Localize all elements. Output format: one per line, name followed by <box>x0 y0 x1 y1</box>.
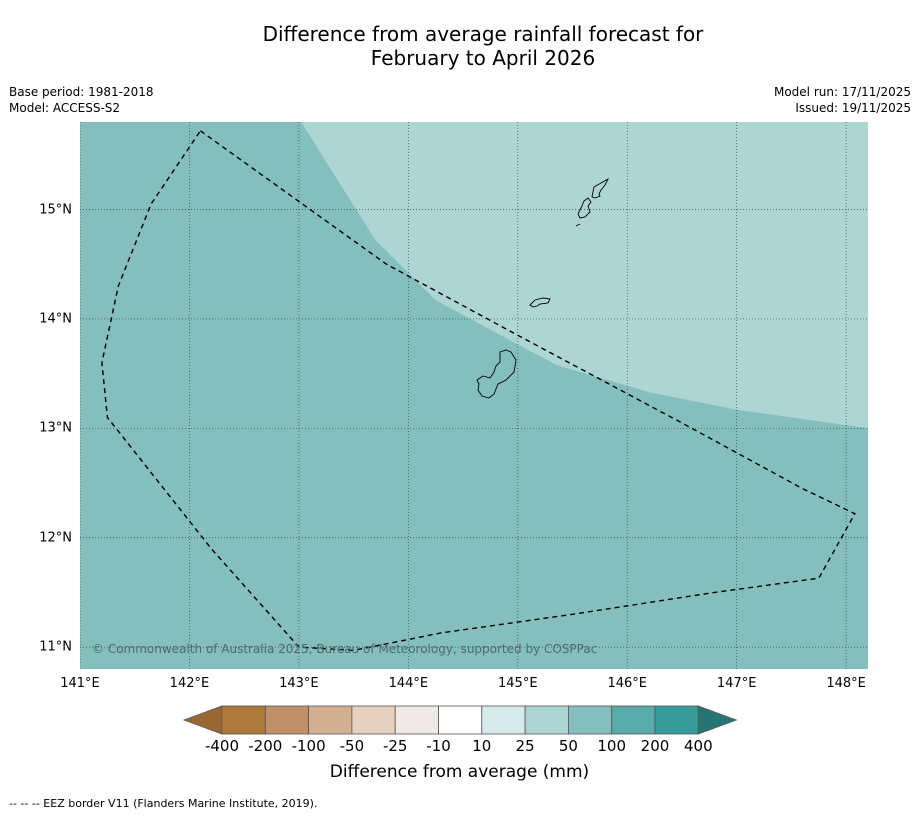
colorbar-segment-4 <box>351 705 396 735</box>
lon-label-0: 141°E <box>60 676 100 691</box>
colorbar-tick-label-9: 100 <box>597 737 627 755</box>
chart-title: Difference from average rainfall forecas… <box>0 22 919 70</box>
colorbar-tick-label-0: -400 <box>204 737 240 755</box>
eez-legend-note: -- -- -- EEZ border V11 (Flanders Marine… <box>9 797 318 810</box>
colorbar-tick-label-6: 10 <box>472 737 492 755</box>
islands <box>476 177 610 399</box>
island-tinian <box>577 197 592 219</box>
lon-label-2: 143°E <box>279 676 319 691</box>
colorbar-segment-6 <box>438 705 483 735</box>
colorbar-segment-11 <box>654 705 699 735</box>
island-guam <box>476 349 517 399</box>
base-period: Base period: 1981-2018 <box>9 85 154 99</box>
lat-label-2: 13°N <box>39 420 72 436</box>
colorbar-tick-label-8: 50 <box>558 737 578 755</box>
title-line-2: February to April 2026 <box>370 46 596 70</box>
island-rota <box>529 297 551 308</box>
lon-label-7: 148°E <box>826 676 866 691</box>
eez-border <box>101 130 856 652</box>
colorbar-tick-label-1: -200 <box>248 737 283 755</box>
model-run: Model run: 17/11/2025 <box>773 85 911 99</box>
colorbar-segment-7 <box>481 705 526 735</box>
lon-label-6: 147°E <box>716 676 757 691</box>
lon-label-3: 144°E <box>388 676 429 691</box>
colorbar-tick-label-7: 25 <box>515 737 535 755</box>
lat-label-0: 15°N <box>39 202 72 218</box>
colorbar-title: Difference from average (mm) <box>329 762 590 782</box>
lat-label-4: 11°N <box>39 639 72 655</box>
colorbar-tick-label-10: 200 <box>640 737 670 755</box>
meta-right: Model run: 17/11/2025 Issued: 19/11/2025 <box>774 84 911 116</box>
colorbar-segment-8 <box>524 705 569 735</box>
model-name: Model: ACCESS-S2 <box>9 101 121 115</box>
colorbar-tick-label-2: -100 <box>291 737 326 755</box>
issued-date: Issued: 19/11/2025 <box>795 101 911 115</box>
copyright-notice: © Commonwealth of Australia 2025, Bureau… <box>92 642 598 656</box>
colorbar-segment-2 <box>264 705 309 735</box>
lon-label-1: 142°E <box>169 676 210 691</box>
map-panel <box>80 122 868 669</box>
gridlines <box>80 122 868 669</box>
colorbar-segment-10 <box>611 705 656 735</box>
lat-label-3: 12°N <box>39 530 72 546</box>
colorbar-tick-label-4: -25 <box>382 737 408 755</box>
title-line-1: Difference from average rainfall forecas… <box>262 22 704 46</box>
lon-label-4: 145°E <box>498 676 538 691</box>
colorbar-tick-label-5: -10 <box>426 737 451 755</box>
colorbar-segment-5 <box>394 705 439 735</box>
colorbar-tick-label-3: -50 <box>339 737 365 755</box>
colorbar <box>182 705 738 735</box>
meta-left: Base period: 1981-2018 Model: ACCESS-S2 <box>9 84 154 116</box>
map-canvas <box>80 122 868 669</box>
island-saipan <box>591 177 610 199</box>
colorbar-segment-1 <box>221 705 266 735</box>
colorbar-arrow-low <box>182 705 223 735</box>
rainfall-region-25-50 <box>301 122 868 429</box>
colorbar-segment-9 <box>568 705 613 735</box>
lon-label-5: 146°E <box>607 676 647 691</box>
colorbar-arrow-high <box>697 705 738 735</box>
lat-label-1: 14°N <box>39 311 72 327</box>
colorbar-tick-label-11: 400 <box>683 737 713 755</box>
colorbar-segment-3 <box>308 705 353 735</box>
island-aguijan <box>575 223 581 227</box>
